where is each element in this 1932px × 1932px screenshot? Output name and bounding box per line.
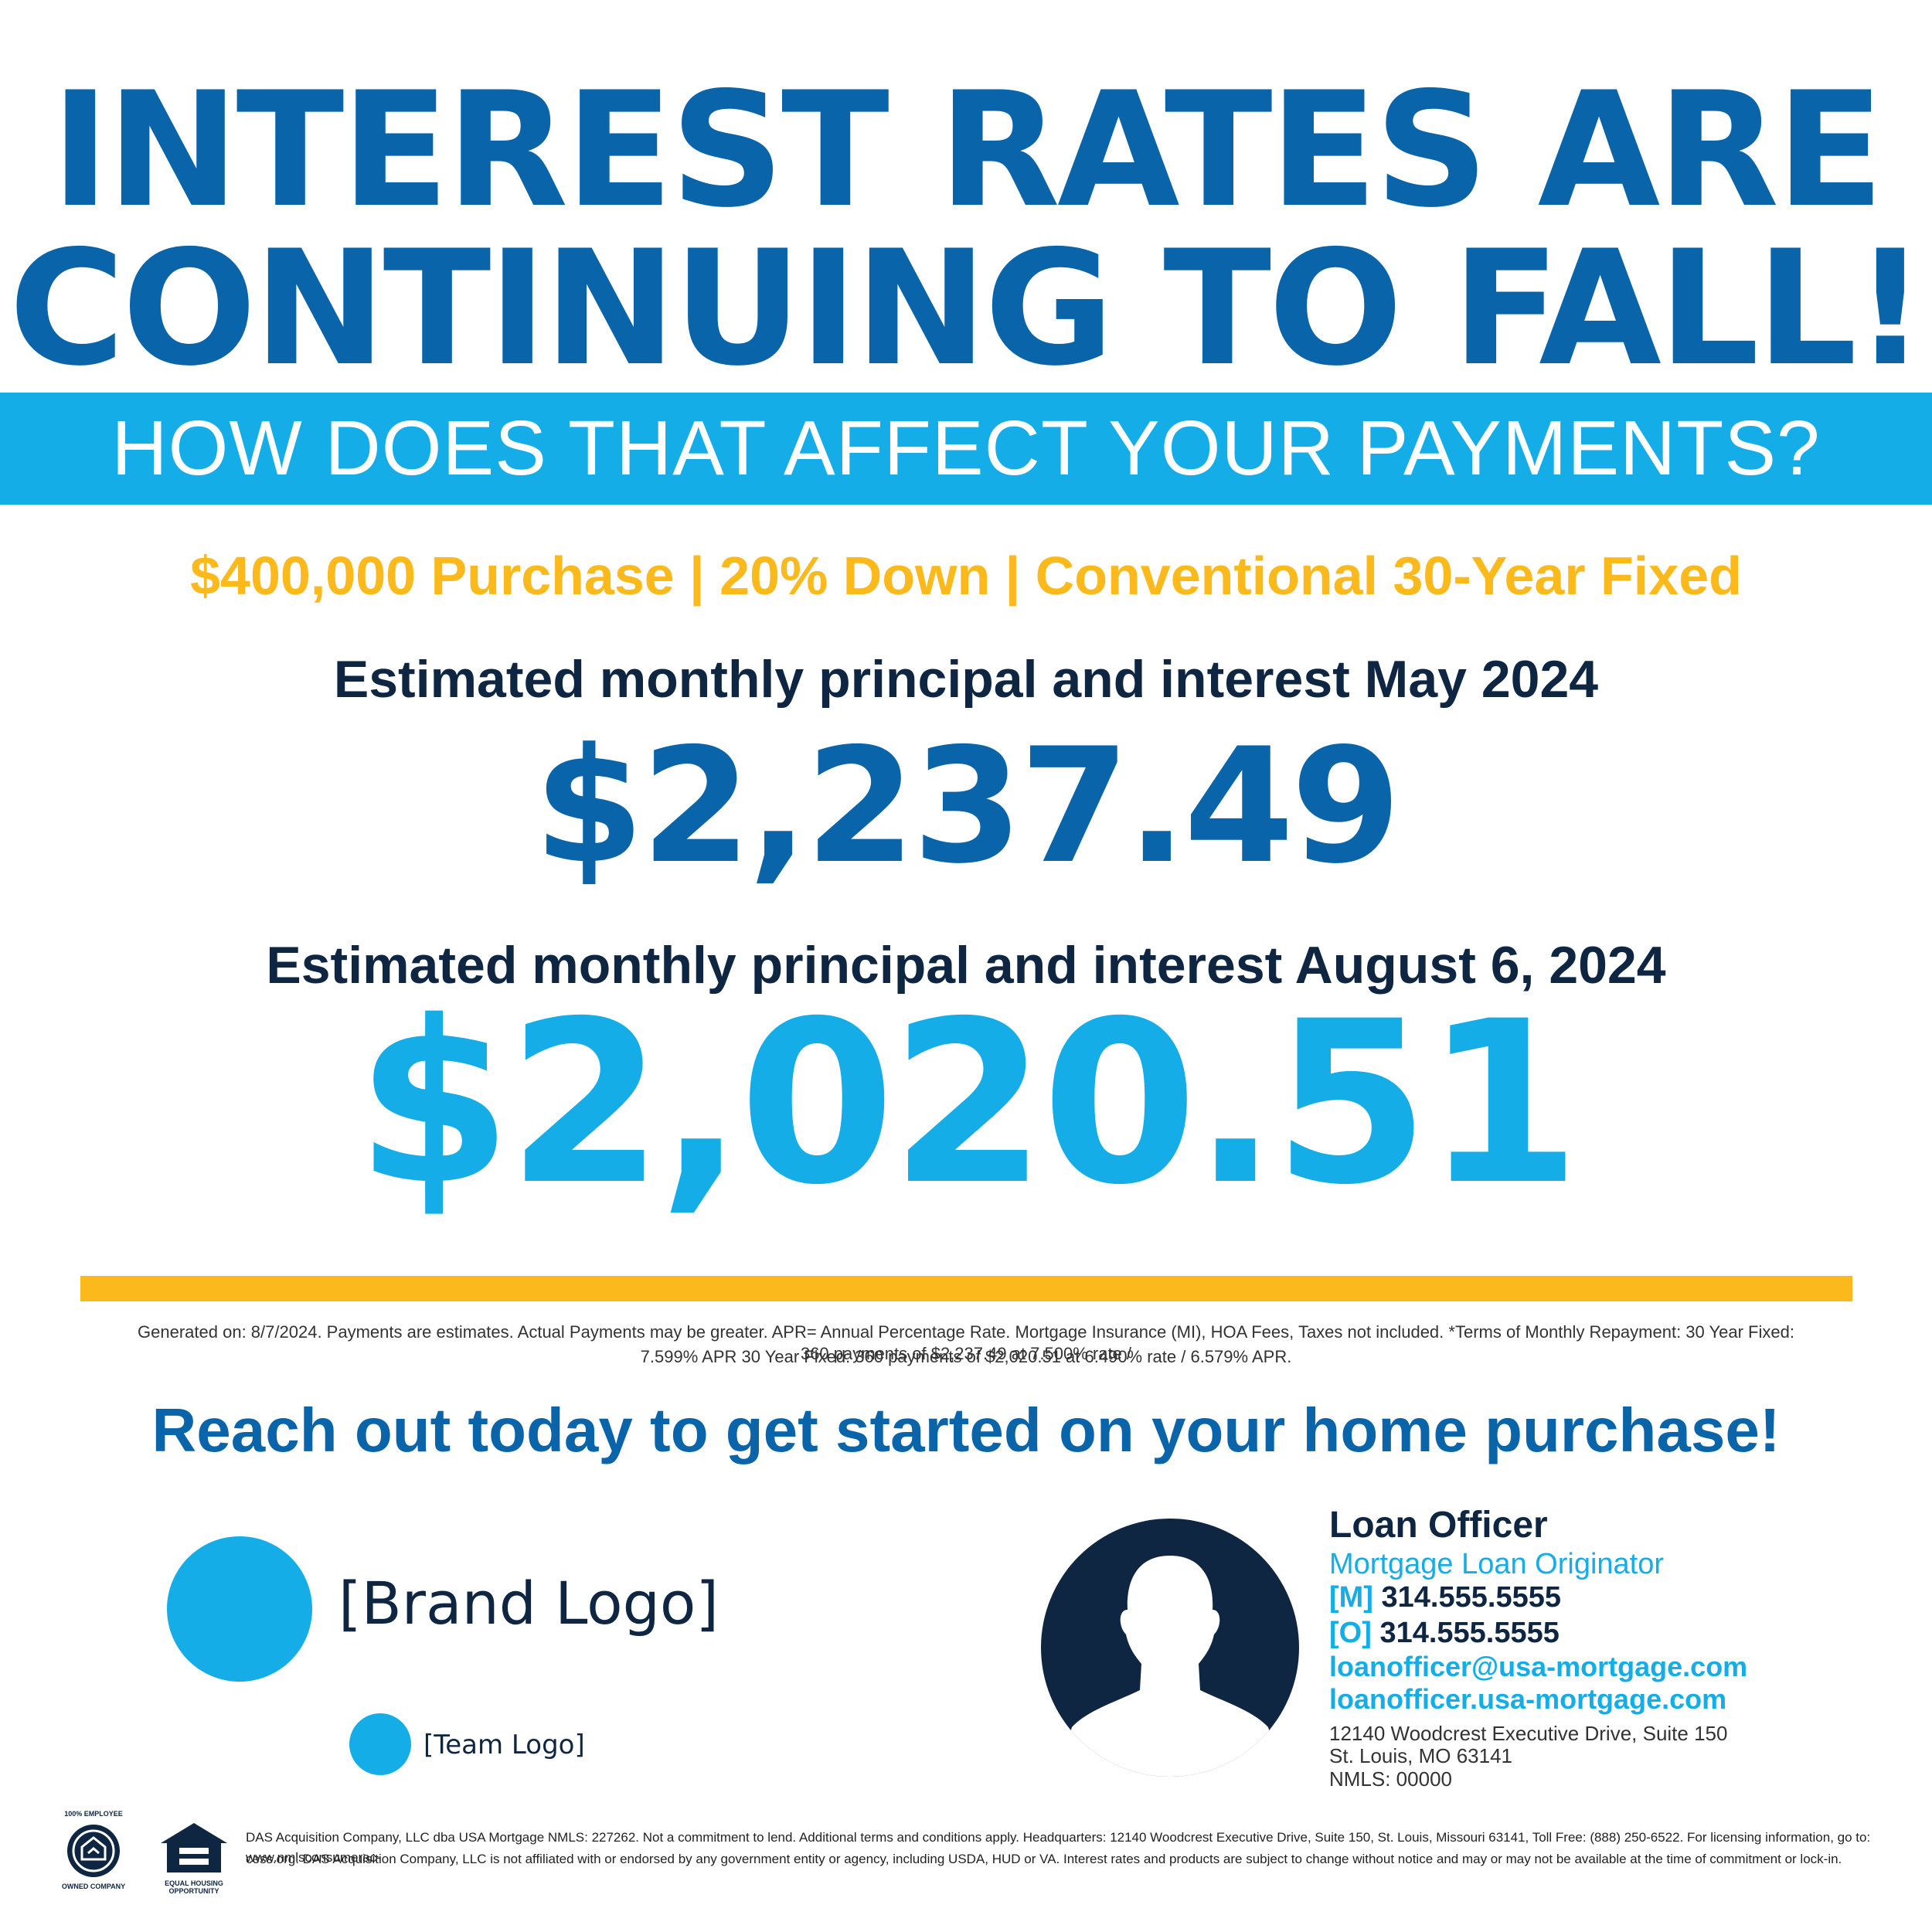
office-number: 314.555.5555	[1379, 1617, 1560, 1649]
mobile-phone[interactable]: [M] 314.555.5555	[1329, 1581, 1561, 1614]
brand-logo-circle	[167, 1536, 312, 1682]
equal-housing-badge: EQUAL HOUSING OPPORTUNITY	[156, 1820, 232, 1897]
nmls-number: NMLS: 00000	[1329, 1767, 1452, 1791]
mobile-tag: [M]	[1329, 1581, 1373, 1614]
office-phone[interactable]: [O] 314.555.5555	[1329, 1617, 1560, 1650]
payment-aug-label: Estimated monthly principal and interest…	[266, 936, 1666, 995]
employee-owned-top-text: 100% EMPLOYEE	[64, 1810, 123, 1818]
brand-logo-text: [Brand Logo]	[338, 1569, 719, 1638]
headline-line-2: CONTINUING TO FALL!	[9, 217, 1926, 401]
person-silhouette-icon	[1041, 1519, 1299, 1777]
team-logo-text: [Team Logo]	[423, 1730, 585, 1760]
email-link[interactable]: loanofficer@usa-mortgage.com	[1329, 1651, 1748, 1682]
avatar	[1041, 1519, 1299, 1777]
loan-terms: $400,000 Purchase | 20% Down | Conventio…	[190, 546, 1742, 606]
call-to-action: Reach out today to get started on your h…	[151, 1396, 1781, 1464]
loan-officer-title: Mortgage Loan Originator	[1329, 1548, 1665, 1580]
payment-may-label: Estimated monthly principal and interest…	[333, 650, 1599, 709]
banner-text: HOW DOES THAT AFFECT YOUR PAYMENTS?	[111, 405, 1821, 492]
mobile-number: 314.555.5555	[1381, 1581, 1561, 1614]
address-line-2: St. Louis, MO 63141	[1329, 1744, 1513, 1767]
payment-may-amount: $2,237.49	[533, 715, 1401, 899]
legal-line-2: cess.org. DAS Acquisition Company, LLC i…	[246, 1852, 1842, 1866]
payment-aug-amount: $2,020.51	[355, 974, 1581, 1234]
address-line-1: 12140 Woodcrest Executive Drive, Suite 1…	[1329, 1722, 1728, 1745]
headline-line-1: INTEREST RATES ARE	[50, 59, 1884, 243]
equal-housing-icon	[161, 1823, 227, 1872]
disclaimer-line-2: 7.599% APR 30 Year Fixed: 360 payments o…	[640, 1347, 1292, 1366]
equal-housing-text-1: EQUAL HOUSING	[165, 1879, 223, 1887]
banner: HOW DOES THAT AFFECT YOUR PAYMENTS?	[0, 393, 1932, 505]
divider-rule	[80, 1276, 1852, 1301]
team-logo-circle	[349, 1713, 411, 1775]
employee-owned-badge: 100% EMPLOYEE OWNED COMPANY	[51, 1808, 136, 1893]
employee-owned-bottom-text: OWNED COMPANY	[61, 1883, 126, 1890]
equal-housing-text-2: OPPORTUNITY	[168, 1887, 219, 1895]
loan-officer-name: Loan Officer	[1329, 1505, 1548, 1546]
office-tag: [O]	[1329, 1617, 1372, 1649]
disclaimer-line-1: Generated on: 8/7/2024. Payments are est…	[138, 1322, 1794, 1363]
legal-line-1: DAS Acquisition Company, LLC dba USA Mor…	[246, 1830, 1871, 1865]
employee-owned-icon	[67, 1825, 120, 1877]
website-link[interactable]: loanofficer.usa-mortgage.com	[1329, 1683, 1727, 1715]
